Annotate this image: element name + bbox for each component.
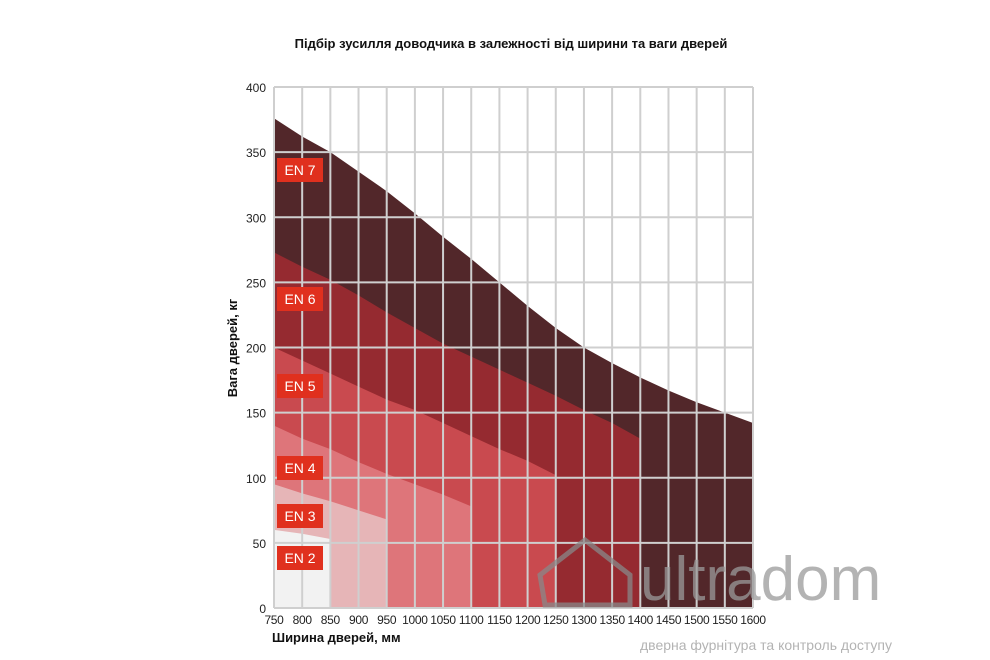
svg-text:EN 2: EN 2 bbox=[284, 550, 315, 566]
watermark: ultradom дверна фурнітура та контроль до… bbox=[537, 536, 892, 653]
y-tick-label: 50 bbox=[253, 537, 267, 551]
x-tick-label: 1400 bbox=[628, 613, 654, 627]
label-en-5: EN 5 bbox=[277, 374, 323, 398]
y-tick-label: 350 bbox=[246, 146, 266, 160]
ticks: 750 800 850 900 950 1000 1050 1100 1150 1200 1250 1… bbox=[246, 81, 767, 627]
x-tick-label: 1450 bbox=[656, 613, 682, 627]
y-tick-label: 300 bbox=[246, 211, 266, 225]
x-tick-label: 900 bbox=[349, 613, 369, 627]
label-en-7: EN 7 bbox=[277, 158, 323, 182]
svg-text:EN 6: EN 6 bbox=[284, 291, 315, 307]
x-tick-label: 1300 bbox=[571, 613, 597, 627]
svg-text:EN 4: EN 4 bbox=[284, 460, 315, 476]
label-en-4: EN 4 bbox=[277, 456, 323, 480]
x-axis-label: Ширина дверей, мм bbox=[272, 630, 401, 645]
x-tick-label: 1600 bbox=[740, 613, 766, 627]
series-labels: EN 7 EN 6 EN 5 EN 4 EN 3 EN 2 bbox=[277, 158, 323, 570]
x-tick-label: 850 bbox=[321, 613, 341, 627]
x-tick-label: 950 bbox=[377, 613, 397, 627]
label-en-6: EN 6 bbox=[277, 287, 323, 311]
y-tick-label: 250 bbox=[246, 276, 266, 290]
areas bbox=[274, 118, 753, 609]
y-tick-label: 150 bbox=[246, 407, 266, 421]
y-tick-label: 400 bbox=[246, 81, 266, 95]
svg-text:EN 7: EN 7 bbox=[284, 162, 315, 178]
svg-text:EN 3: EN 3 bbox=[284, 508, 315, 524]
grid bbox=[273, 86, 754, 609]
x-tick-label: 750 bbox=[264, 613, 284, 627]
x-tick-label: 1500 bbox=[684, 613, 710, 627]
x-tick-label: 800 bbox=[293, 613, 313, 627]
x-tick-label: 1050 bbox=[430, 613, 456, 627]
x-tick-label: 1100 bbox=[459, 613, 484, 627]
watermark-tagline: дверна фурнітура та контроль доступу bbox=[640, 637, 892, 653]
x-tick-label: 1150 bbox=[487, 613, 512, 627]
x-tick-label: 1550 bbox=[712, 613, 738, 627]
watermark-house-icon bbox=[537, 536, 633, 608]
x-tick-label: 1250 bbox=[543, 613, 569, 627]
chart-title: Підбір зусилля доводчика в залежності ві… bbox=[295, 36, 728, 51]
watermark-brand: ultradom bbox=[640, 545, 881, 614]
y-axis-label: Вага дверей, кг bbox=[225, 298, 240, 397]
label-en-3: EN 3 bbox=[277, 504, 323, 528]
y-tick-label: 100 bbox=[246, 472, 266, 486]
x-tick-label: 1000 bbox=[402, 613, 428, 627]
x-tick-label: 1200 bbox=[515, 613, 541, 627]
y-tick-label: 0 bbox=[259, 602, 266, 616]
label-en-2: EN 2 bbox=[277, 546, 323, 570]
svg-text:EN 5: EN 5 bbox=[284, 378, 315, 394]
y-tick-label: 200 bbox=[246, 342, 266, 356]
x-tick-label: 1350 bbox=[599, 613, 625, 627]
